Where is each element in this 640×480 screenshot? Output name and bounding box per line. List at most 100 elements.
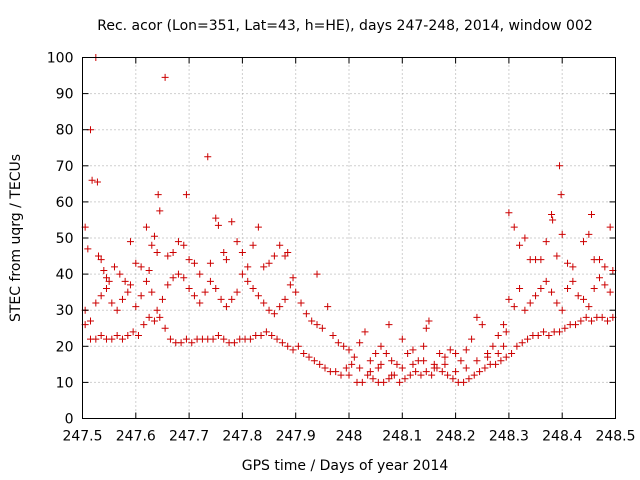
data-point <box>214 331 222 339</box>
data-point <box>118 335 126 343</box>
data-point <box>305 353 313 361</box>
data-point <box>121 277 129 285</box>
data-point <box>516 285 524 293</box>
data-point <box>441 353 449 361</box>
data-point <box>278 339 286 347</box>
data-point <box>142 223 150 231</box>
data-point <box>542 277 550 285</box>
data-point <box>596 274 604 282</box>
data-point <box>228 218 236 226</box>
data-point <box>302 310 310 318</box>
data-point <box>294 342 302 350</box>
data-point <box>113 306 121 314</box>
data-point <box>94 252 102 260</box>
data-point <box>132 259 140 267</box>
data-point <box>548 211 556 219</box>
data-point <box>470 371 478 379</box>
data-point <box>406 371 414 379</box>
data-point <box>521 234 529 242</box>
data-point <box>588 317 596 325</box>
data-point <box>244 277 252 285</box>
data-point <box>132 303 140 311</box>
data-point <box>97 292 105 300</box>
data-point <box>169 274 177 282</box>
data-point <box>590 285 598 293</box>
data-point <box>268 331 276 339</box>
data-point <box>534 331 542 339</box>
data-point <box>489 342 497 350</box>
data-point <box>156 207 164 215</box>
data-point <box>502 353 510 361</box>
data-point <box>126 281 134 289</box>
data-point <box>494 350 502 358</box>
x-tick-label: 248 <box>336 429 363 445</box>
data-point <box>553 252 561 260</box>
data-point <box>356 364 364 372</box>
data-point <box>164 252 172 260</box>
data-point <box>124 288 132 296</box>
data-point <box>196 299 204 307</box>
x-tick-label: 247.9 <box>276 429 316 445</box>
data-point <box>102 285 110 293</box>
data-point <box>140 321 148 329</box>
data-point <box>526 299 534 307</box>
data-point <box>422 368 430 376</box>
data-point <box>196 270 204 278</box>
data-point <box>233 238 241 246</box>
data-point <box>518 339 526 347</box>
data-point <box>438 368 446 376</box>
data-point <box>553 299 561 307</box>
data-point <box>358 378 366 386</box>
data-point <box>145 313 153 321</box>
data-point <box>537 285 545 293</box>
data-point <box>97 331 105 339</box>
data-point <box>284 248 292 256</box>
y-axis-label: STEC from uqrg / TECUs <box>8 154 24 322</box>
data-point <box>428 371 436 379</box>
data-point <box>174 238 182 246</box>
y-tick-label: 20 <box>56 339 74 355</box>
data-point <box>212 285 220 293</box>
data-point <box>238 270 246 278</box>
data-point <box>588 211 596 219</box>
y-tick-label: 90 <box>56 87 74 103</box>
data-point <box>169 248 177 256</box>
data-point <box>366 368 374 376</box>
data-point <box>249 241 257 249</box>
data-point <box>161 324 169 332</box>
data-point <box>606 288 614 296</box>
data-point <box>164 281 172 289</box>
data-point <box>377 360 385 368</box>
data-point <box>572 321 580 329</box>
data-point <box>385 375 393 383</box>
data-point <box>377 342 385 350</box>
data-point <box>505 209 513 217</box>
data-point <box>129 328 137 336</box>
data-point <box>396 378 404 386</box>
data-point <box>148 241 156 249</box>
data-point <box>585 303 593 311</box>
data-point <box>257 331 265 339</box>
data-point <box>214 221 222 229</box>
data-point <box>145 266 153 274</box>
data-point <box>452 350 460 358</box>
x-tick-label: 248.2 <box>436 429 476 445</box>
data-point <box>270 252 278 260</box>
data-point <box>265 306 273 314</box>
data-point <box>574 292 582 300</box>
data-point <box>417 371 425 379</box>
data-point <box>284 342 292 350</box>
data-point <box>510 223 518 231</box>
data-point <box>364 371 372 379</box>
data-point <box>484 353 492 361</box>
data-point <box>585 230 593 238</box>
data-point <box>260 263 268 271</box>
data-point <box>478 321 486 329</box>
data-point <box>177 339 185 347</box>
data-point <box>86 317 94 325</box>
data-point <box>382 350 390 358</box>
data-point <box>345 346 353 354</box>
data-point <box>134 331 142 339</box>
data-point <box>524 335 532 343</box>
